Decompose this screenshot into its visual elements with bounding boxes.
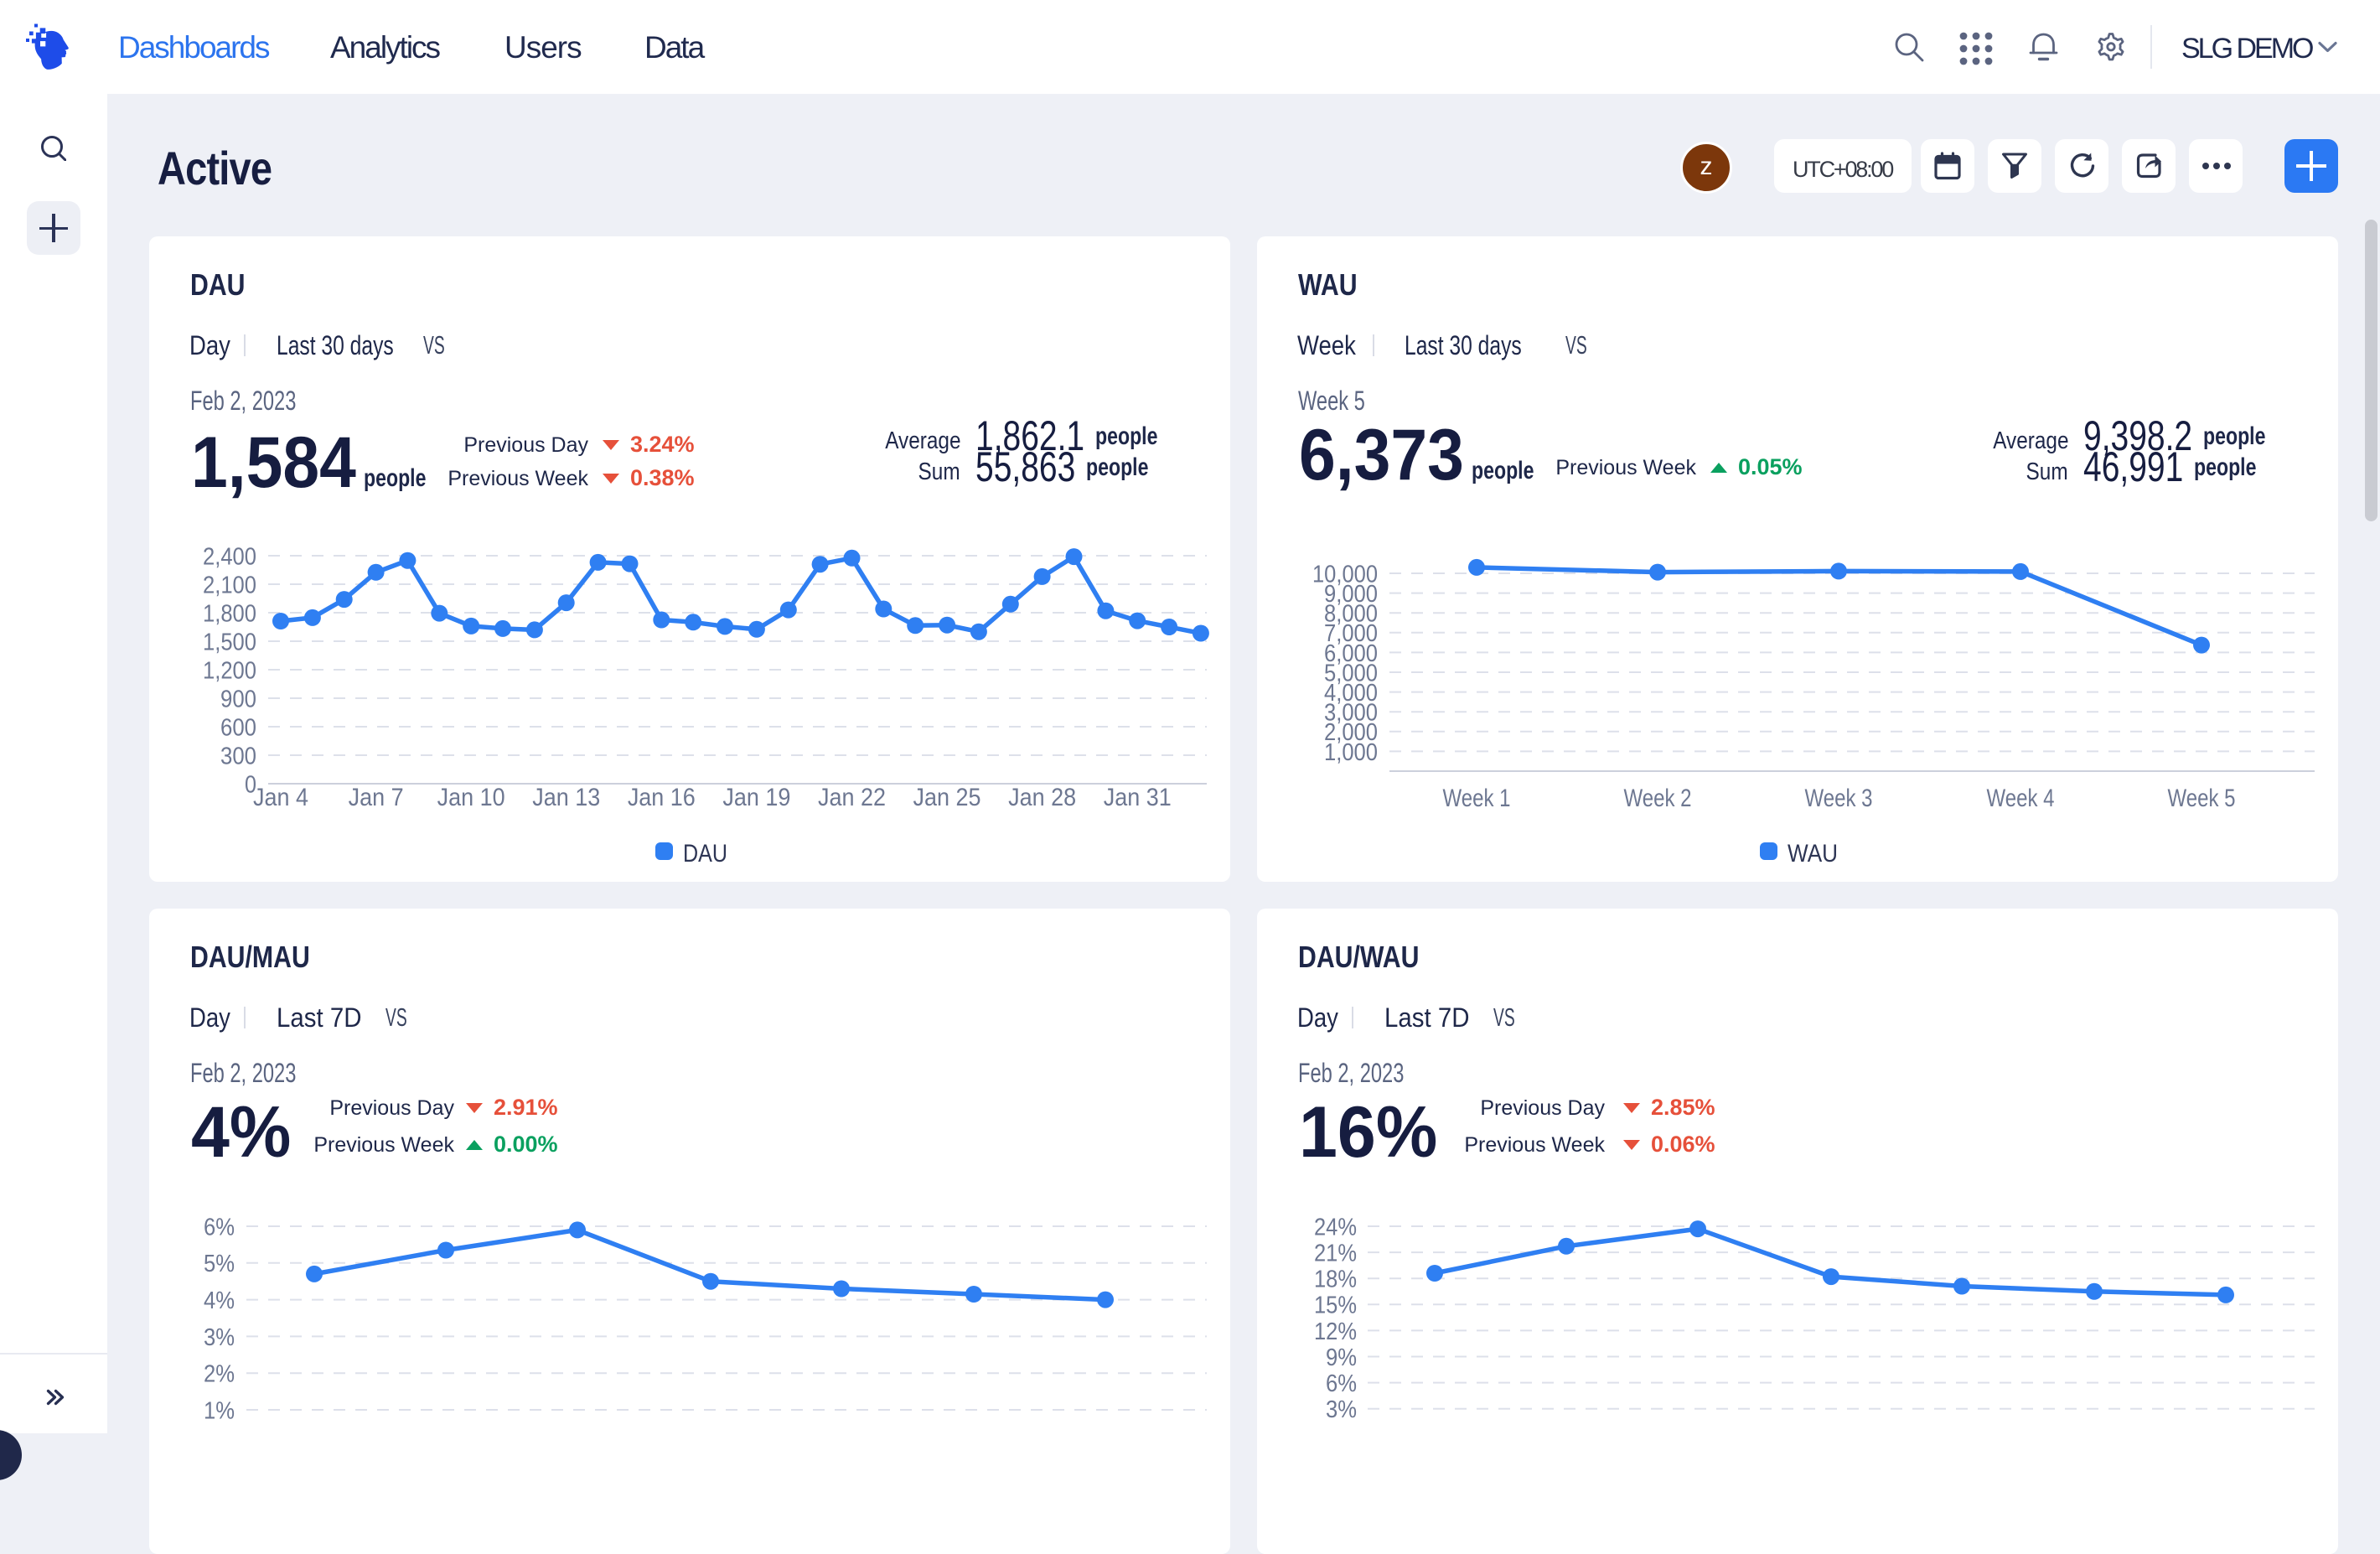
svg-text:Jan 31: Jan 31 [1104,784,1172,811]
svg-text:Jan 13: Jan 13 [532,784,600,811]
svg-text:Week 3: Week 3 [1805,785,1873,812]
svg-text:1,500: 1,500 [203,629,256,655]
svg-text:24%: 24% [1314,1214,1357,1241]
svg-text:1,800: 1,800 [203,600,256,627]
svg-text:15%: 15% [1314,1292,1357,1319]
svg-text:Jan 25: Jan 25 [913,784,981,811]
svg-text:3,000: 3,000 [1324,700,1378,727]
svg-text:6%: 6% [204,1214,235,1241]
svg-text:6,000: 6,000 [1324,640,1378,667]
svg-text:Jan 7: Jan 7 [349,784,404,811]
svg-text:9%: 9% [1326,1344,1357,1371]
svg-text:2,100: 2,100 [203,572,256,598]
svg-text:2,000: 2,000 [1324,719,1378,746]
svg-text:DAU: DAU [683,840,727,868]
svg-text:Jan 4: Jan 4 [253,784,308,811]
svg-text:10,000: 10,000 [1312,561,1378,588]
svg-text:1,000: 1,000 [1324,739,1378,766]
svg-text:Week 4: Week 4 [1987,785,2055,812]
svg-text:3%: 3% [204,1324,235,1351]
svg-text:18%: 18% [1314,1267,1357,1293]
svg-text:21%: 21% [1314,1241,1357,1267]
svg-text:Week 2: Week 2 [1624,785,1692,812]
svg-text:4,000: 4,000 [1324,680,1378,707]
svg-text:Jan 19: Jan 19 [722,784,790,811]
svg-text:Jan 10: Jan 10 [437,784,505,811]
svg-text:5%: 5% [204,1251,235,1277]
svg-text:5,000: 5,000 [1324,660,1378,686]
svg-text:Jan 22: Jan 22 [818,784,886,811]
svg-text:2,400: 2,400 [203,543,256,570]
svg-text:6%: 6% [1326,1370,1357,1397]
svg-text:2%: 2% [204,1361,235,1388]
svg-text:3%: 3% [1326,1396,1357,1423]
svg-text:300: 300 [220,743,256,769]
svg-text:7,000: 7,000 [1324,620,1378,647]
svg-text:Jan 28: Jan 28 [1008,784,1076,811]
svg-text:8,000: 8,000 [1324,601,1378,628]
svg-text:Week 1: Week 1 [1443,785,1511,812]
svg-text:900: 900 [220,686,256,712]
svg-text:600: 600 [220,714,256,741]
svg-text:4%: 4% [204,1287,235,1314]
svg-text:1,200: 1,200 [203,657,256,684]
svg-text:9,000: 9,000 [1324,581,1378,608]
svg-text:1%: 1% [204,1397,235,1424]
svg-text:0: 0 [245,771,256,798]
svg-text:12%: 12% [1314,1318,1357,1345]
svg-text:Jan 16: Jan 16 [628,784,696,811]
svg-text:Week 5: Week 5 [2168,785,2236,812]
svg-text:WAU: WAU [1788,840,1838,868]
